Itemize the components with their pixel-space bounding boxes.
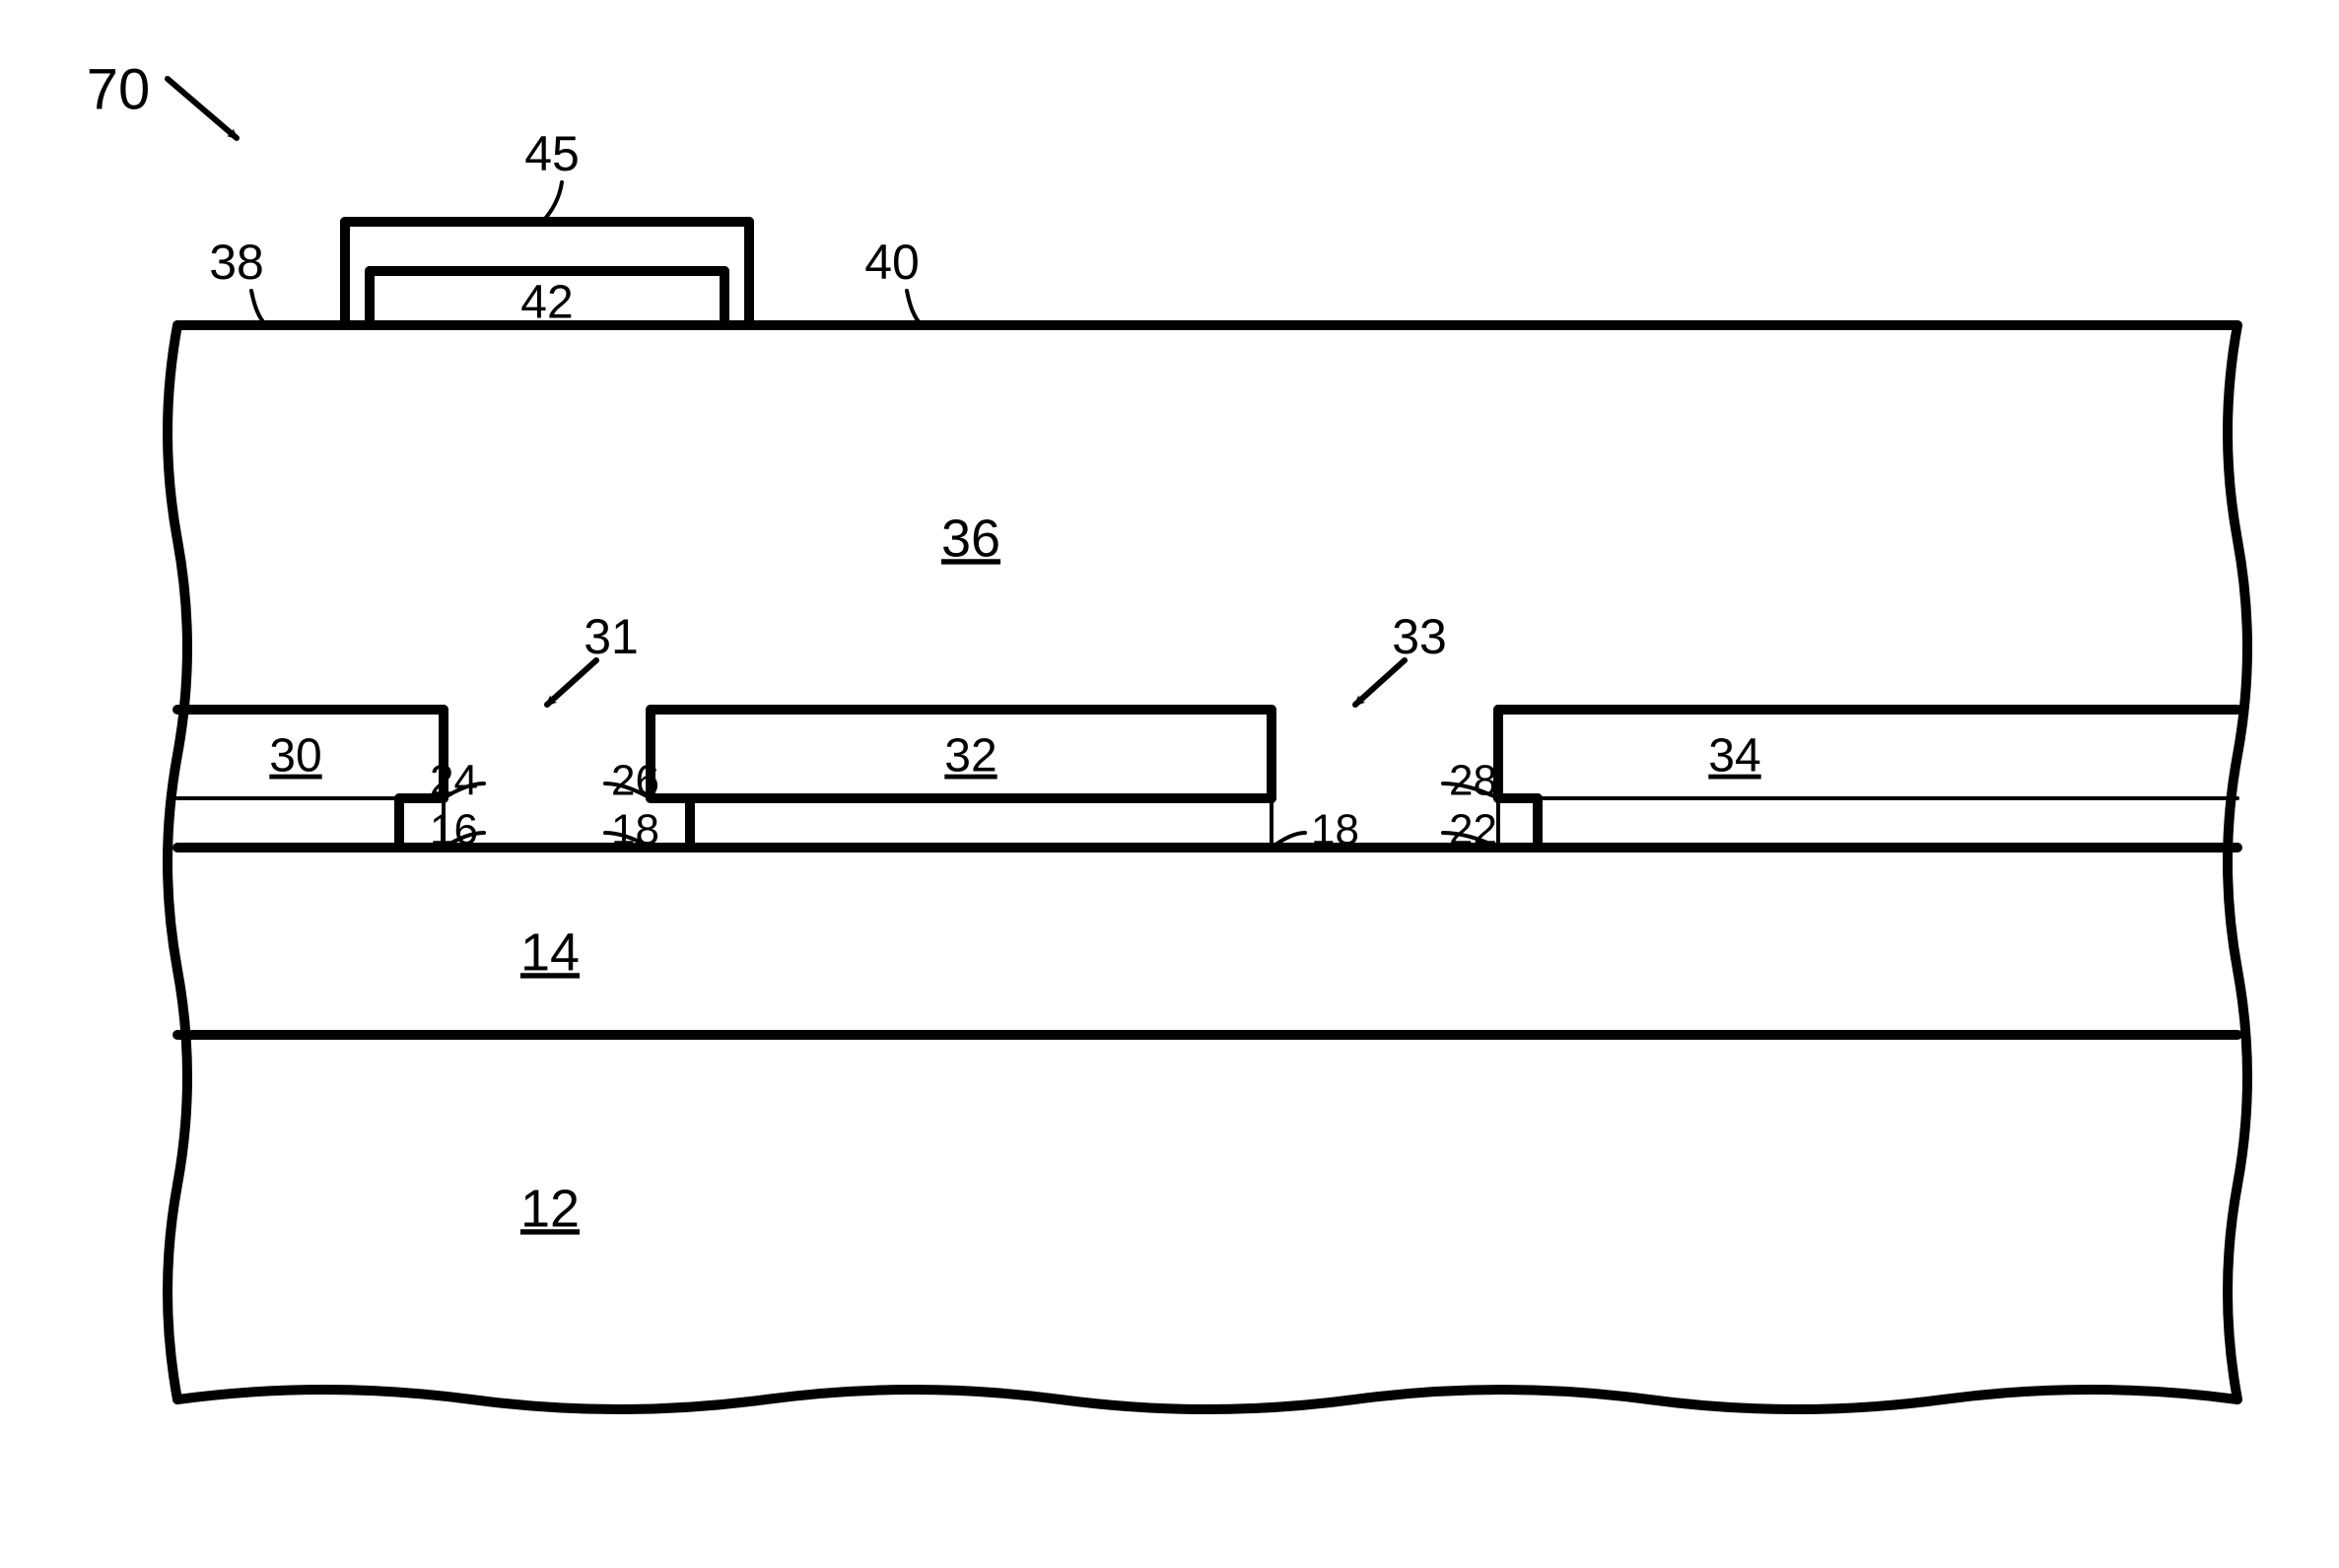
- region-label-30: 30: [269, 730, 321, 783]
- region-label-14: 14: [520, 922, 580, 982]
- region-label-12: 12: [520, 1179, 580, 1238]
- lead-label-n22: 22: [1449, 806, 1497, 854]
- callout-38: 38: [209, 235, 264, 290]
- region-label-36: 36: [941, 509, 1000, 568]
- region-label-34: 34: [1708, 730, 1760, 783]
- region-label-42: 42: [520, 277, 573, 329]
- callout-40: 40: [864, 235, 920, 290]
- lead-label-n18b: 18: [1311, 806, 1359, 854]
- cross-section-figure: 1214303234364224162618282218453840703133: [0, 0, 2339, 1568]
- lead-label-n28: 28: [1449, 757, 1497, 805]
- arrow-label-70: 70: [87, 57, 151, 121]
- region-label-32: 32: [944, 730, 997, 783]
- arrow-label-33: 33: [1392, 609, 1447, 664]
- arrow-label-31: 31: [584, 609, 639, 664]
- lead-label-n16: 16: [430, 806, 478, 854]
- callout-45: 45: [524, 126, 580, 181]
- lead-label-n24: 24: [430, 757, 478, 805]
